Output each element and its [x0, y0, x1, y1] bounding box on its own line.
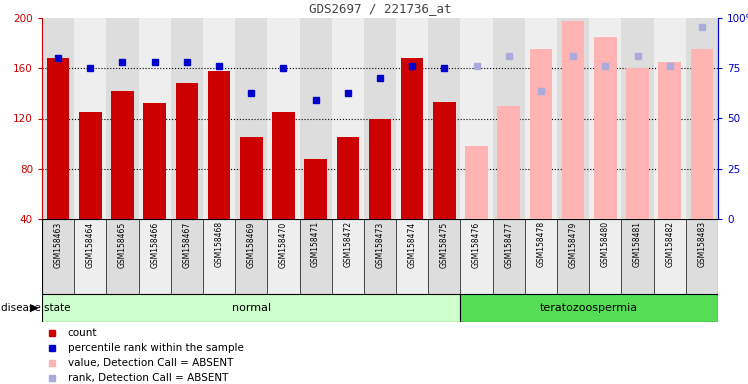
Bar [299, 219, 331, 294]
Bar [369, 119, 391, 219]
Bar [589, 219, 622, 294]
Bar [171, 18, 203, 219]
Text: GSM158483: GSM158483 [697, 221, 706, 267]
Bar [331, 18, 364, 219]
Text: GSM158468: GSM158468 [215, 221, 224, 267]
Bar [364, 219, 396, 294]
Bar [144, 103, 166, 219]
Text: GSM158466: GSM158466 [150, 221, 159, 268]
Bar [240, 137, 263, 219]
Bar [589, 18, 622, 219]
Text: normal: normal [232, 303, 271, 313]
Bar [235, 219, 267, 294]
Bar [111, 91, 134, 219]
Bar [396, 219, 429, 294]
Bar [401, 58, 423, 219]
Bar [658, 62, 681, 219]
Bar [171, 219, 203, 294]
Text: GSM158471: GSM158471 [311, 221, 320, 267]
Bar [106, 18, 138, 219]
Bar [622, 219, 654, 294]
Bar [622, 18, 654, 219]
Bar [396, 18, 429, 219]
Bar [525, 18, 557, 219]
Bar [557, 219, 589, 294]
Bar [138, 219, 171, 294]
Text: GSM158479: GSM158479 [568, 221, 577, 268]
Bar [74, 219, 106, 294]
Text: percentile rank within the sample: percentile rank within the sample [67, 343, 244, 353]
Bar [562, 20, 584, 219]
Text: disease state: disease state [1, 303, 71, 313]
Text: GSM158475: GSM158475 [440, 221, 449, 268]
Bar [461, 294, 718, 322]
Text: rank, Detection Call = ABSENT: rank, Detection Call = ABSENT [67, 373, 228, 383]
Bar [331, 219, 364, 294]
Bar [299, 18, 331, 219]
Bar [461, 219, 493, 294]
Bar [79, 112, 102, 219]
Bar [47, 58, 70, 219]
Bar [176, 83, 198, 219]
Bar [557, 18, 589, 219]
Bar [594, 37, 616, 219]
Bar [364, 18, 396, 219]
Text: GSM158470: GSM158470 [279, 221, 288, 268]
Bar [686, 18, 718, 219]
Bar [654, 18, 686, 219]
Bar [203, 18, 235, 219]
Bar [267, 18, 299, 219]
Text: GSM158476: GSM158476 [472, 221, 481, 268]
Bar [337, 137, 359, 219]
Text: GSM158472: GSM158472 [343, 221, 352, 267]
Bar [203, 219, 235, 294]
Bar [138, 18, 171, 219]
Text: GSM158473: GSM158473 [375, 221, 384, 268]
Bar [235, 18, 267, 219]
Text: count: count [67, 328, 97, 338]
Bar [461, 18, 493, 219]
Bar [530, 50, 552, 219]
Text: GSM158463: GSM158463 [54, 221, 63, 268]
Bar [429, 219, 461, 294]
Text: teratozoospermia: teratozoospermia [540, 303, 638, 313]
Bar [208, 71, 230, 219]
Bar [493, 219, 525, 294]
Bar [267, 219, 299, 294]
Text: GSM158465: GSM158465 [118, 221, 127, 268]
Bar [304, 159, 327, 219]
Bar [106, 219, 138, 294]
Bar [465, 146, 488, 219]
Bar [493, 18, 525, 219]
Text: GSM158469: GSM158469 [247, 221, 256, 268]
Bar [525, 219, 557, 294]
Bar [429, 18, 461, 219]
Bar [686, 219, 718, 294]
Bar [654, 219, 686, 294]
Text: GSM158478: GSM158478 [536, 221, 545, 267]
Text: GDS2697 / 221736_at: GDS2697 / 221736_at [309, 2, 451, 15]
Bar [433, 102, 456, 219]
Bar [42, 219, 74, 294]
Text: GSM158464: GSM158464 [86, 221, 95, 268]
Bar [42, 18, 74, 219]
Bar [74, 18, 106, 219]
Bar [626, 68, 649, 219]
Text: value, Detection Call = ABSENT: value, Detection Call = ABSENT [67, 358, 233, 368]
Text: GSM158477: GSM158477 [504, 221, 513, 268]
Text: GSM158481: GSM158481 [633, 221, 642, 267]
Text: GSM158480: GSM158480 [601, 221, 610, 267]
Bar [272, 112, 295, 219]
Text: ▶: ▶ [30, 303, 39, 313]
Text: GSM158474: GSM158474 [408, 221, 417, 268]
Text: GSM158467: GSM158467 [183, 221, 191, 268]
Bar [497, 106, 520, 219]
Bar [690, 50, 713, 219]
Text: GSM158482: GSM158482 [665, 221, 674, 267]
Bar [42, 294, 461, 322]
